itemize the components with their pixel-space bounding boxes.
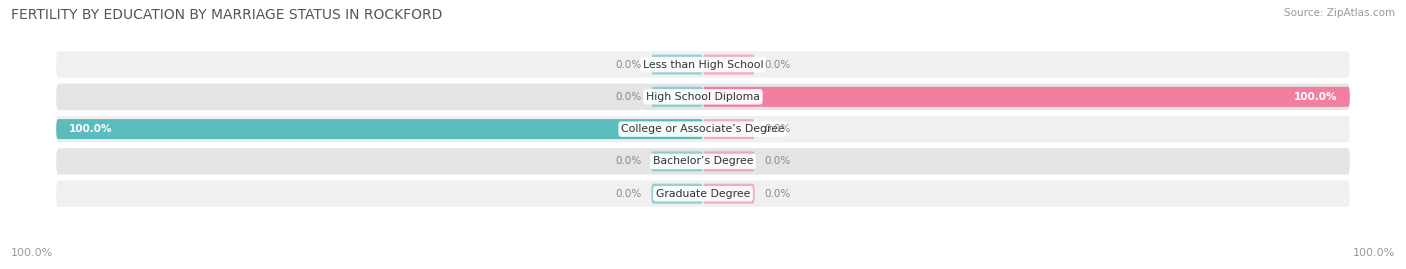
Text: 100.0%: 100.0% bbox=[11, 248, 53, 258]
Text: 0.0%: 0.0% bbox=[765, 124, 790, 134]
FancyBboxPatch shape bbox=[703, 119, 755, 139]
Text: FERTILITY BY EDUCATION BY MARRIAGE STATUS IN ROCKFORD: FERTILITY BY EDUCATION BY MARRIAGE STATU… bbox=[11, 8, 443, 22]
FancyBboxPatch shape bbox=[651, 184, 703, 204]
Text: 0.0%: 0.0% bbox=[616, 59, 641, 70]
FancyBboxPatch shape bbox=[56, 84, 1350, 110]
Text: Less than High School: Less than High School bbox=[643, 59, 763, 70]
Text: 100.0%: 100.0% bbox=[1294, 92, 1337, 102]
FancyBboxPatch shape bbox=[703, 184, 755, 204]
Text: Bachelor’s Degree: Bachelor’s Degree bbox=[652, 156, 754, 167]
FancyBboxPatch shape bbox=[703, 151, 755, 171]
FancyBboxPatch shape bbox=[703, 87, 1350, 107]
FancyBboxPatch shape bbox=[56, 148, 1350, 175]
FancyBboxPatch shape bbox=[56, 119, 703, 139]
Text: High School Diploma: High School Diploma bbox=[647, 92, 759, 102]
Text: 100.0%: 100.0% bbox=[1353, 248, 1395, 258]
Text: 0.0%: 0.0% bbox=[765, 59, 790, 70]
Text: College or Associate’s Degree: College or Associate’s Degree bbox=[621, 124, 785, 134]
Text: Graduate Degree: Graduate Degree bbox=[655, 189, 751, 199]
Text: 0.0%: 0.0% bbox=[765, 189, 790, 199]
FancyBboxPatch shape bbox=[56, 51, 1350, 78]
FancyBboxPatch shape bbox=[651, 151, 703, 171]
Text: 0.0%: 0.0% bbox=[616, 189, 641, 199]
FancyBboxPatch shape bbox=[703, 55, 755, 75]
FancyBboxPatch shape bbox=[651, 87, 703, 107]
Text: 100.0%: 100.0% bbox=[69, 124, 112, 134]
FancyBboxPatch shape bbox=[56, 116, 1350, 142]
FancyBboxPatch shape bbox=[651, 55, 703, 75]
Text: Source: ZipAtlas.com: Source: ZipAtlas.com bbox=[1284, 8, 1395, 18]
FancyBboxPatch shape bbox=[56, 180, 1350, 207]
Text: 0.0%: 0.0% bbox=[616, 92, 641, 102]
Text: 0.0%: 0.0% bbox=[765, 156, 790, 167]
Text: 0.0%: 0.0% bbox=[616, 156, 641, 167]
